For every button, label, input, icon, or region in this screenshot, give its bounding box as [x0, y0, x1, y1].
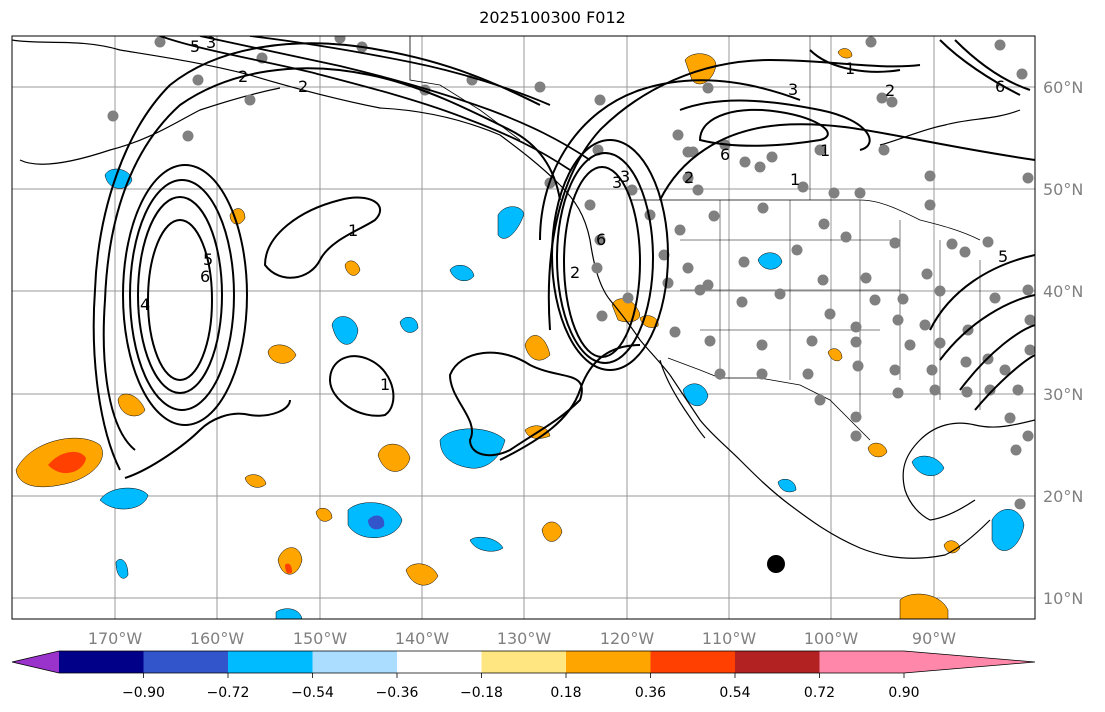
- lat-label: 60°N: [1043, 78, 1083, 97]
- colorbar-label: −0.18: [460, 685, 503, 701]
- colorbar-label: 0.90: [888, 685, 919, 701]
- lon-label: 120°W: [600, 629, 655, 648]
- contour-label: 5: [190, 37, 200, 56]
- colorbar-label: −0.90: [122, 685, 165, 701]
- colorbar-segment: [228, 651, 313, 673]
- colorbar-segment: [59, 651, 144, 673]
- map-title: 2025100300 F012: [479, 8, 626, 27]
- contour-lines: [92, 39, 1035, 479]
- lat-label: 40°N: [1043, 282, 1083, 301]
- contour-label: 2: [570, 263, 580, 282]
- colorbar-extend-right: [904, 651, 1035, 673]
- contour-label: 3: [788, 80, 798, 99]
- longitude-labels: 170°W 160°W 150°W 140°W 130°W 120°W 110°…: [88, 629, 956, 648]
- colorbar-label: 0.72: [804, 685, 835, 701]
- lat-label: 50°N: [1043, 180, 1083, 199]
- lat-label: 10°N: [1043, 589, 1083, 608]
- contour-label: 4: [140, 295, 150, 314]
- contour-lines-north: [159, 36, 591, 171]
- contour-label: 6: [995, 77, 1005, 96]
- colorbar-segment: [735, 651, 820, 673]
- latitude-labels: 60°N 50°N 40°N 30°N 20°N 10°N: [1043, 78, 1083, 608]
- contour-label: 1: [348, 221, 358, 240]
- colorbar-segment: [566, 651, 651, 673]
- station-dots: [107, 36, 1035, 510]
- state-borders: [680, 36, 981, 420]
- lon-label: 150°W: [293, 629, 348, 648]
- lon-label: 100°W: [804, 629, 859, 648]
- contour-label: 5: [203, 250, 213, 269]
- contour-label: 1: [845, 59, 855, 78]
- contour-label: 2: [885, 81, 895, 100]
- lon-label: 140°W: [395, 629, 450, 648]
- shaded-field: [15, 48, 1025, 619]
- contour-label: 6: [596, 230, 606, 249]
- colorbar: −0.90 −0.72 −0.54 −0.36 −0.18 0.18 0.36 …: [11, 650, 1036, 701]
- colorbar-segment: [650, 651, 735, 673]
- contour-label: 5: [998, 247, 1008, 266]
- lon-label: 90°W: [912, 629, 956, 648]
- colorbar-segment: [143, 651, 228, 673]
- contour-label: 3: [612, 173, 622, 192]
- colorbar-segment: [819, 651, 904, 673]
- colorbar-label: 0.36: [635, 685, 666, 701]
- lat-label: 20°N: [1043, 487, 1083, 506]
- lon-label: 170°W: [88, 629, 143, 648]
- colorbar-label: −0.36: [376, 685, 419, 701]
- lon-label: 130°W: [497, 629, 552, 648]
- contour-label: 2: [298, 77, 308, 96]
- colorbar-label: 0.54: [719, 685, 750, 701]
- contour-label: 3: [206, 33, 216, 52]
- marker-dot: [767, 555, 785, 573]
- lon-label: 110°W: [702, 629, 757, 648]
- contour-label: 2: [238, 67, 248, 86]
- colorbar-segment: [312, 651, 397, 673]
- lat-label: 30°N: [1043, 385, 1083, 404]
- colorbar-label: −0.54: [291, 685, 334, 701]
- map-frame: [11, 35, 1036, 620]
- contour-label: 2: [684, 168, 694, 187]
- lon-label: 160°W: [190, 629, 245, 648]
- contour-label: 1: [820, 141, 830, 160]
- contour-labels: 1 2 3 1 6 1 2 3 4 5 6 3 2 1 6 5 3 2 1 5 …: [140, 33, 1008, 394]
- coastlines: [12, 36, 1035, 559]
- contour-label: 3: [620, 167, 630, 186]
- contour-label: 1: [380, 375, 390, 394]
- colorbar-segment: [397, 651, 482, 673]
- colorbar-label: 0.18: [550, 685, 581, 701]
- colorbar-label: −0.72: [207, 685, 250, 701]
- colorbar-extend-left: [12, 651, 59, 673]
- gridlines: [12, 36, 1035, 619]
- contour-label: 6: [200, 267, 210, 286]
- contour-label: 1: [790, 170, 800, 189]
- colorbar-segment: [481, 651, 566, 673]
- contour-label: 6: [720, 145, 730, 164]
